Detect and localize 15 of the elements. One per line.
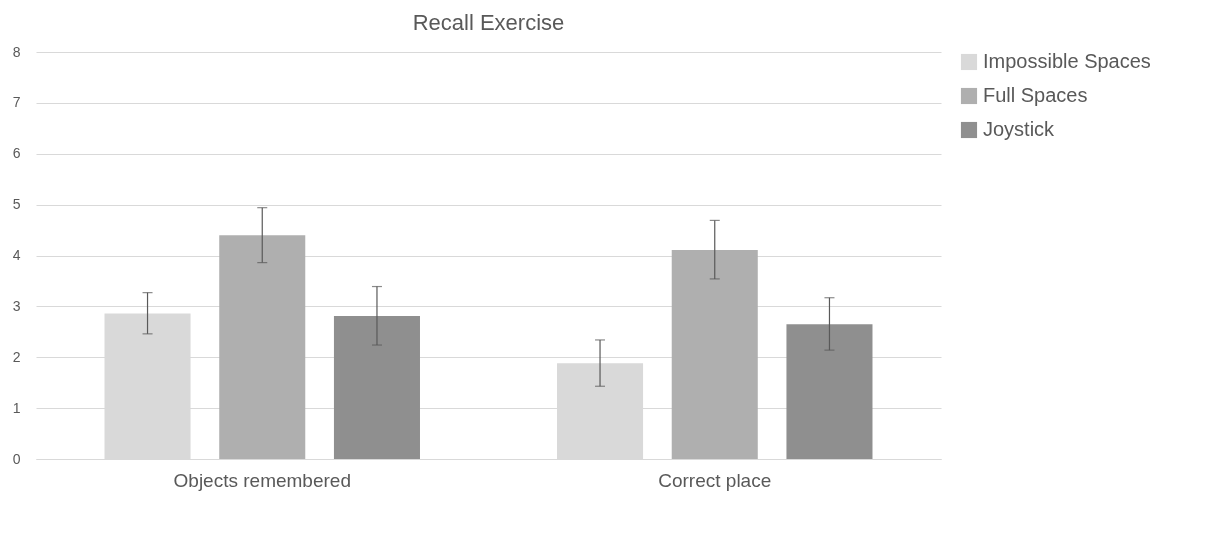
legend-label: Full Spaces [983, 84, 1088, 106]
y-tick-label: 6 [12, 145, 21, 162]
y-tick-label: 0 [12, 450, 21, 467]
x-tick-label: Objects remembered [173, 469, 351, 491]
y-tick-label: 8 [12, 43, 21, 60]
y-tick-label: 1 [12, 399, 21, 416]
y-tick-label: 3 [12, 297, 21, 314]
y-tick-label: 5 [12, 196, 21, 213]
y-tick-label: 7 [12, 94, 21, 111]
y-tick-label: 4 [12, 247, 21, 263]
chart-title: Recall Exercise [412, 10, 565, 35]
legend-label: Joystick [983, 118, 1056, 140]
x-tick-label: Correct place [658, 469, 772, 491]
legend-label: Impossible Spaces [983, 50, 1151, 72]
y-tick-label: 2 [12, 348, 21, 365]
